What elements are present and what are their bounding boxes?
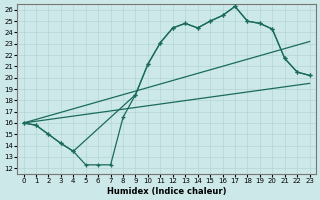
X-axis label: Humidex (Indice chaleur): Humidex (Indice chaleur) (107, 187, 226, 196)
